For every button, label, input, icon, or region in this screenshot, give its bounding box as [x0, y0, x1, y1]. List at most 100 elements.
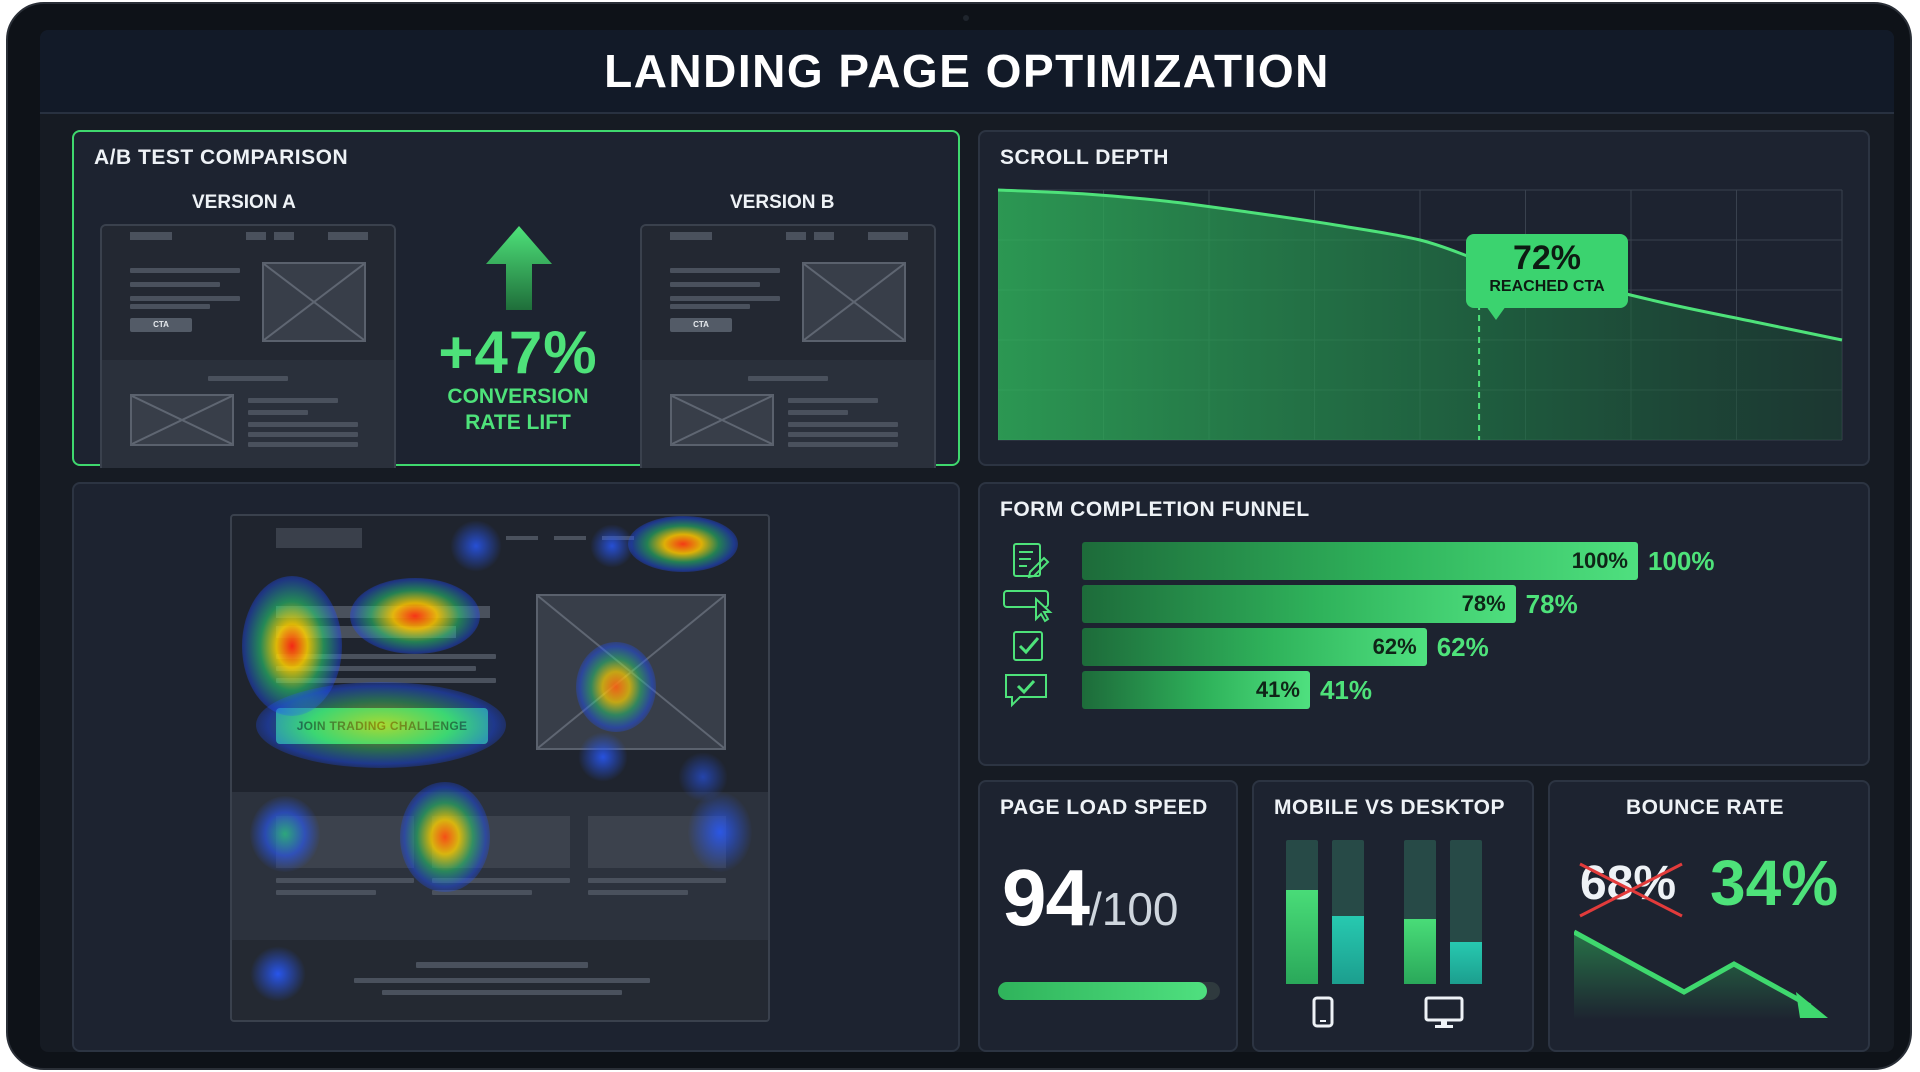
trend-line: [1574, 929, 1812, 1009]
mockup-text-line: [248, 442, 358, 447]
callout-value: 72%: [1512, 239, 1582, 277]
device-bar-track: [1404, 840, 1436, 984]
scroll-depth-panel[interactable]: SCROLL DEPTH 72% REACHED CTA: [978, 130, 1870, 466]
version-a-label: VERSION A: [192, 192, 296, 213]
camera-dot: [963, 15, 969, 21]
mockup-nav: [868, 232, 908, 240]
lift-caption-line2: RATE LIFT: [465, 411, 571, 434]
version-a-mockup[interactable]: CTA: [100, 224, 396, 468]
device-bar-green: [1404, 919, 1436, 984]
image-placeholder-icon: [803, 263, 905, 341]
preview-text-line: [432, 890, 532, 895]
mockup-text-line: [788, 442, 898, 447]
funnel-value: 78%: [1525, 589, 1578, 619]
mockup-text-line: [248, 432, 358, 437]
funnel-value: 62%: [1436, 632, 1489, 662]
scroll-depth-title: SCROLL DEPTH: [1000, 146, 1169, 169]
mockup-nav: [328, 232, 368, 240]
mockup-section-title: [748, 376, 828, 381]
image-placeholder-icon: [263, 263, 365, 341]
checkbox-icon: [1013, 631, 1043, 661]
mockup-text-line: [130, 268, 240, 273]
device-bar-track: [1450, 840, 1482, 984]
scroll-line: [998, 188, 1843, 342]
page-load-speed-card[interactable]: PAGE LOAD SPEED 94/100: [978, 780, 1238, 1052]
funnel-bar-label: 78%: [1461, 591, 1506, 616]
dashboard-screen: LANDING PAGE OPTIMIZATION A/B TEST COMPA…: [40, 30, 1894, 1052]
version-b-cta[interactable]: CTA: [670, 318, 732, 332]
bounce-trend-chart: [1574, 929, 1828, 1020]
mockup-text-line: [788, 398, 878, 403]
mockup-nav: [246, 232, 266, 240]
preview-logo: [276, 528, 362, 548]
mockup-image-placeholder: [670, 394, 774, 446]
preview-text-line: [416, 962, 588, 968]
preview-card-image: [432, 816, 570, 868]
preview-nav: [554, 536, 586, 540]
mockup-nav: [274, 232, 294, 240]
join-challenge-button[interactable]: JOIN TRADING CHALLENGE: [276, 708, 488, 744]
bounce-rate-title: BOUNCE RATE: [1626, 796, 1784, 819]
preview-text-line: [354, 978, 650, 983]
mockup-text-line: [130, 296, 240, 301]
lift-value: +47%: [438, 319, 598, 386]
funnel-bar: 62%: [1082, 628, 1427, 666]
mockup-text-line: [670, 282, 760, 287]
preview-text-line: [276, 878, 414, 883]
funnel-value: 100%: [1648, 546, 1715, 576]
preview-card-image: [276, 816, 414, 868]
heatmap-panel[interactable]: JOIN TRADING CHALLENGE: [72, 482, 960, 1052]
funnel-bar: 41%: [1082, 671, 1310, 709]
speed-progress-track: [998, 982, 1220, 1000]
preview-image-placeholder: [536, 594, 726, 750]
scroll-depth-chart: [998, 188, 1843, 441]
preview-nav: [602, 536, 634, 540]
scroll-area: [998, 190, 1842, 440]
callout-label: REACHED CTA: [1489, 278, 1605, 295]
lift-caption-line1: CONVERSION: [447, 385, 589, 408]
mockup-nav: [786, 232, 806, 240]
heatmap-page-preview[interactable]: JOIN TRADING CHALLENGE: [230, 514, 770, 1022]
ab-test-title: A/B TEST COMPARISON: [94, 146, 349, 169]
image-placeholder-icon: [131, 395, 233, 445]
version-b-mockup[interactable]: CTA: [640, 224, 936, 468]
version-a-cta[interactable]: CTA: [130, 318, 192, 332]
preview-text-line: [276, 890, 376, 895]
mockup-text-line: [130, 282, 220, 287]
mockup-image-placeholder: [130, 394, 234, 446]
device-bar-track: [1286, 840, 1318, 984]
speed-progress-fill: [998, 982, 1207, 1000]
preview-nav: [506, 536, 538, 540]
mobile-vs-desktop-card[interactable]: MOBILE VS DESKTOP: [1252, 780, 1534, 1052]
funnel-bar: 100%: [1082, 542, 1638, 580]
chat-check-icon: [1005, 674, 1047, 708]
device-frame: LANDING PAGE OPTIMIZATION A/B TEST COMPA…: [6, 2, 1912, 1070]
conversion-lift: +47% CONVERSION RATE LIFT: [418, 322, 618, 436]
input-click-icon: [1003, 590, 1053, 623]
preview-headline: [276, 606, 490, 618]
form-edit-icon: [1013, 543, 1050, 579]
title-bar: LANDING PAGE OPTIMIZATION: [40, 30, 1894, 114]
trend-area: [1574, 932, 1824, 1020]
mockup-image-placeholder: [262, 262, 366, 342]
arrow-up-icon: [486, 226, 552, 310]
mockup-text-line: [248, 422, 358, 427]
device-bar-teal: [1450, 942, 1482, 984]
form-funnel-panel[interactable]: FORM COMPLETION FUNNEL 100% 100% 78% 78% 62%…: [978, 482, 1870, 766]
strikethrough-x-icon: [1579, 862, 1683, 918]
mockup-text-line: [248, 410, 308, 415]
image-placeholder-icon: [671, 395, 773, 445]
mockup-logo: [670, 232, 712, 240]
mockup-text-line: [670, 296, 780, 301]
ab-test-panel[interactable]: A/B TEST COMPARISON VERSION A VERSION B …: [72, 130, 960, 468]
funnel-bar-label: 100%: [1571, 548, 1628, 573]
mockup-section-title: [208, 376, 288, 381]
bounce-rate-card[interactable]: BOUNCE RATE 68% 34%: [1548, 780, 1870, 1052]
page-title: LANDING PAGE OPTIMIZATION: [604, 45, 1330, 97]
preview-text-line: [276, 678, 496, 683]
image-placeholder-icon: [537, 595, 725, 749]
mockup-logo: [130, 232, 172, 240]
mockup-text-line: [788, 422, 898, 427]
funnel-value: 41%: [1319, 675, 1372, 705]
mockup-text-line: [788, 432, 898, 437]
